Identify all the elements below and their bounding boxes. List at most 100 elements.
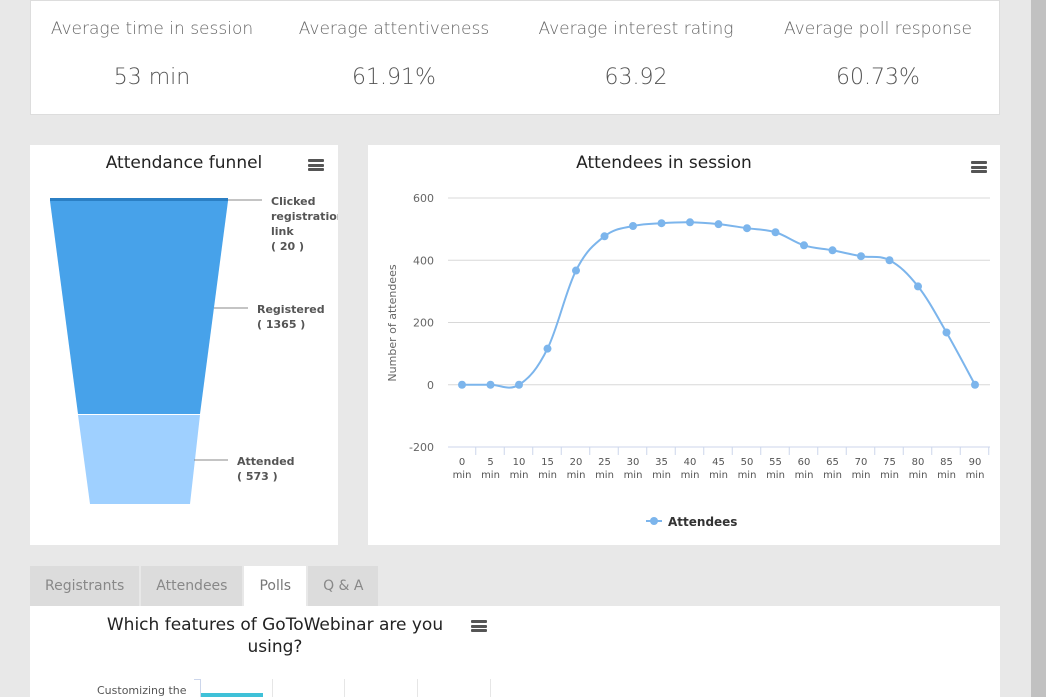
x-tick-label: min <box>510 470 529 481</box>
funnel-label: Attended <box>237 455 295 468</box>
legend-item-attendees[interactable]: Attendees <box>646 515 737 529</box>
funnel-card: Attendance funnel Clicked registration l… <box>30 145 338 545</box>
tab-qa[interactable]: Q & A <box>308 566 379 606</box>
funnel-count: ( 573 ) <box>237 470 278 483</box>
stat-value: 53 min <box>113 65 191 90</box>
poll-menu-icon[interactable] <box>471 620 487 632</box>
x-tick-label: 75 <box>883 457 896 468</box>
x-tick-label: min <box>538 470 557 481</box>
x-tick-label: 5 <box>487 457 493 468</box>
data-point-0-min[interactable] <box>458 380 466 389</box>
funnel-stage-clicked <box>50 198 228 201</box>
chart-menu-icon[interactable] <box>971 161 987 173</box>
data-point-25-min[interactable] <box>600 232 609 241</box>
funnel-stage-attended <box>78 415 200 504</box>
funnel-label: registration <box>271 210 338 223</box>
data-point-50-min[interactable] <box>743 224 751 233</box>
stat-value: 63.92 <box>604 65 668 90</box>
stat-interest-rating: Average interest rating 63.92 <box>515 1 757 114</box>
data-point-85-min[interactable] <box>942 328 951 337</box>
stat-poll-response: Average poll response 60.73% <box>757 1 999 114</box>
x-tick-label: min <box>795 470 814 481</box>
x-tick-label: 60 <box>798 457 811 468</box>
x-tick-label: 25 <box>598 457 611 468</box>
x-tick-label: min <box>766 470 785 481</box>
report-tabs: Registrants Attendees Polls Q & A <box>30 566 379 606</box>
x-tick-label: 15 <box>541 457 554 468</box>
x-tick-label: min <box>652 470 671 481</box>
x-tick-label: min <box>709 470 728 481</box>
x-tick-label: 80 <box>912 457 925 468</box>
x-tick-label: 45 <box>712 457 725 468</box>
data-point-60-min[interactable] <box>800 241 808 250</box>
funnel-menu-icon[interactable] <box>308 159 324 171</box>
funnel-chart: Clicked registration link ( 20 ) Registe… <box>50 195 338 504</box>
summary-stats: Average time in session 53 min Average at… <box>30 0 1000 115</box>
tab-polls[interactable]: Polls <box>244 566 307 606</box>
y-tick-label: -200 <box>409 441 434 454</box>
data-point-70-min[interactable] <box>857 252 865 261</box>
y-tick-label: 200 <box>413 317 434 330</box>
stat-time-in-session: Average time in session 53 min <box>31 1 273 114</box>
funnel-count: ( 20 ) <box>271 240 304 253</box>
line-chart: Number of attendees -200 0 200 400 600 0 min 5 m… <box>386 192 990 529</box>
x-tick-label: 55 <box>769 457 782 468</box>
x-tick-label: 20 <box>570 457 583 468</box>
data-point-75-min[interactable] <box>885 256 894 265</box>
x-tick-label: 30 <box>627 457 640 468</box>
funnel-label: Clicked <box>271 195 316 208</box>
y-axis-label: Number of attendees <box>386 264 399 381</box>
x-tick-label: 50 <box>741 457 754 468</box>
data-point-10-min[interactable] <box>515 380 523 389</box>
x-tick-label: min <box>909 470 928 481</box>
x-tick-label: min <box>852 470 871 481</box>
x-tick-label: min <box>481 470 500 481</box>
data-point-20-min[interactable] <box>572 266 580 275</box>
stat-label: Average poll response <box>784 19 972 39</box>
x-tick-label: 40 <box>684 457 697 468</box>
scrollbar[interactable] <box>1031 0 1046 697</box>
data-point-15-min[interactable] <box>543 344 552 353</box>
data-point-65-min[interactable] <box>828 246 837 255</box>
poll-category-label: Customizing the <box>97 684 187 697</box>
chart-title: Attendees in session <box>576 153 752 173</box>
x-tick-label: 0 <box>459 457 465 468</box>
stat-attentiveness: Average attentiveness 61.91% <box>273 1 515 114</box>
poll-title: Which features of GoToWebinar are you usi… <box>106 615 444 657</box>
x-tick-label: min <box>453 470 472 481</box>
y-tick-label: 400 <box>413 254 434 267</box>
x-tick-label: min <box>567 470 586 481</box>
data-point-5-min[interactable] <box>486 380 495 389</box>
stat-label: Average time in session <box>50 19 254 39</box>
data-point-40-min[interactable] <box>686 218 694 227</box>
series-line-attendees <box>461 221 976 389</box>
tab-attendees[interactable]: Attendees <box>141 566 243 606</box>
x-tick-label: min <box>595 470 614 481</box>
data-point-90-min[interactable] <box>971 380 979 389</box>
data-point-30-min[interactable] <box>629 222 637 231</box>
x-tick-label: min <box>823 470 842 481</box>
data-point-80-min[interactable] <box>914 282 922 291</box>
legend-label: Attendees <box>668 515 737 529</box>
stat-value: 60.73% <box>836 65 920 90</box>
x-tick-label: 65 <box>826 457 839 468</box>
x-tick-label: min <box>880 470 899 481</box>
funnel-title: Attendance funnel <box>105 153 263 173</box>
x-tick-label: 90 <box>969 457 982 468</box>
x-tick-label: 10 <box>513 457 526 468</box>
funnel-label: link <box>271 225 294 238</box>
x-tick-label: 35 <box>655 457 668 468</box>
tab-registrants[interactable]: Registrants <box>30 566 140 606</box>
stat-value: 61.91% <box>352 65 436 90</box>
data-point-35-min[interactable] <box>657 219 666 228</box>
x-tick-label: 85 <box>940 457 953 468</box>
x-tick-label: min <box>738 470 757 481</box>
data-point-45-min[interactable] <box>714 220 723 229</box>
poll-card: Which features of GoToWebinar are you usi… <box>30 606 1000 697</box>
y-tick-label: 0 <box>427 379 434 392</box>
x-tick-label: min <box>966 470 985 481</box>
data-point-55-min[interactable] <box>771 228 780 237</box>
x-tick-label: min <box>937 470 956 481</box>
x-tick-label: 70 <box>855 457 868 468</box>
x-tick-label: min <box>681 470 700 481</box>
